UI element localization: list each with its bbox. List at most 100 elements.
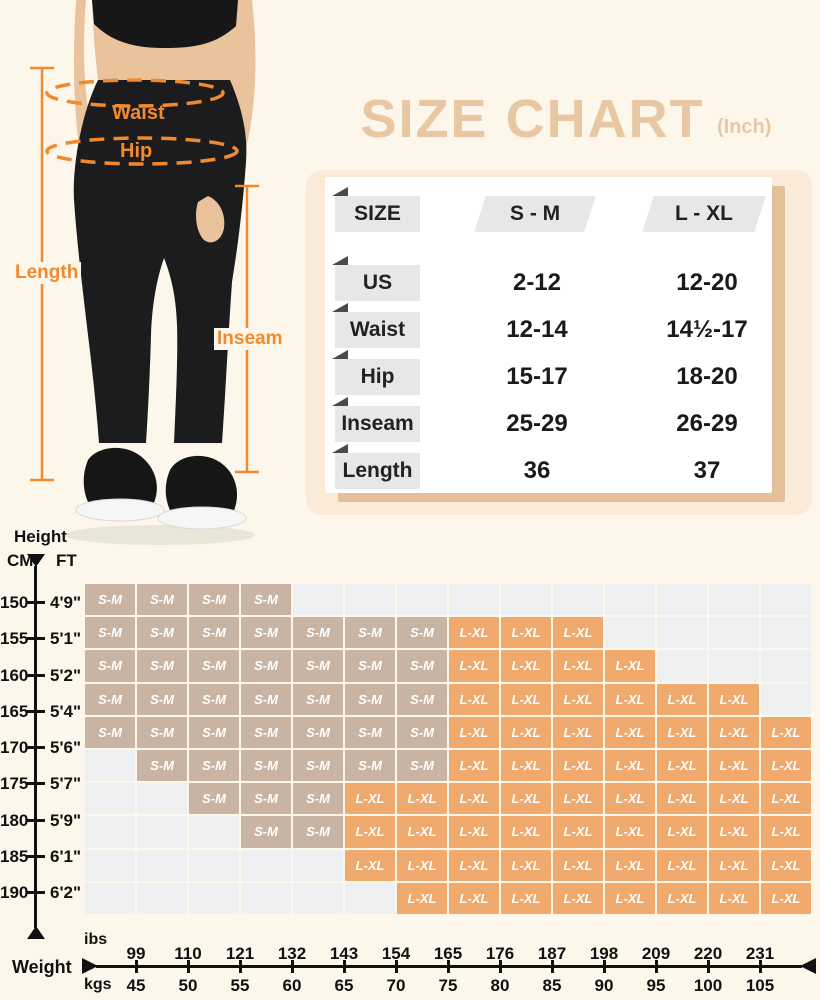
weight-unit-kgs: kgs: [84, 976, 112, 993]
fit-grid-cell: L-XL: [657, 783, 707, 815]
fit-grid-cell: L-XL: [501, 750, 551, 782]
weight-tick-lbs: 220: [693, 944, 723, 963]
weight-tick-lbs: 143: [329, 944, 359, 963]
weight-tick-kgs: 55: [230, 976, 250, 995]
value-sm: 25-29: [506, 410, 568, 437]
value-lxl: 18-20: [676, 363, 738, 390]
corner-notch-icon: [332, 303, 348, 312]
row-label-cell: Inseam: [332, 397, 420, 442]
fit-grid-cell: S-M: [137, 683, 187, 715]
waist-ellipse: [45, 78, 225, 108]
fit-grid-cell: [553, 584, 603, 616]
size-table-card: SIZE S - M L - XL US 2-12 12-20 Waist 12…: [325, 177, 772, 493]
fit-grid-cell: L-XL: [553, 783, 603, 815]
fit-grid-cell: L-XL: [709, 849, 759, 881]
fit-grid-cell: L-XL: [345, 816, 395, 848]
value-lxl: 37: [693, 457, 721, 484]
fit-grid-cell: L-XL: [501, 716, 551, 748]
fit-grid-cell: S-M: [397, 617, 447, 649]
fit-grid-cell: [137, 783, 187, 815]
fit-grid-cell: S-M: [241, 650, 291, 682]
height-axis-arrow-bottom-icon: [27, 926, 45, 939]
left-shoe: [83, 447, 157, 510]
weight-tick-kgs: 45: [126, 976, 146, 995]
fit-grid-cell: L-XL: [761, 882, 811, 914]
fit-grid-cell: S-M: [345, 617, 395, 649]
weight-tick-lbs: 99: [126, 944, 146, 963]
weight-tick-mark: [499, 960, 502, 973]
weight-tick-lbs: 110: [174, 944, 202, 963]
fit-grid-cell: [189, 882, 239, 914]
fit-grid-cell: L-XL: [449, 683, 499, 715]
fit-grid-cell: [85, 849, 135, 881]
weight-unit-lbs: ibs: [84, 931, 108, 948]
fit-grid-cell: L-XL: [449, 617, 499, 649]
fit-grid-cell: S-M: [137, 750, 187, 782]
column-header-lxl: L - XL: [642, 196, 766, 232]
fit-grid-cell: S-M: [189, 750, 239, 782]
fit-grid-cell: [293, 882, 343, 914]
fit-grid-cell: L-XL: [501, 816, 551, 848]
fit-grid-cell: S-M: [241, 617, 291, 649]
corner-notch-icon: [332, 444, 348, 453]
fit-grid-cell: [189, 849, 239, 881]
weight-tick-kgs: 95: [646, 976, 666, 995]
corner-notch-icon: [332, 397, 348, 406]
fit-grid-cell: L-XL: [345, 783, 395, 815]
fit-grid-cell: L-XL: [553, 849, 603, 881]
fit-grid-cell: L-XL: [449, 882, 499, 914]
fit-grid-cell: [605, 584, 655, 616]
fit-grid-cell: L-XL: [449, 716, 499, 748]
fit-grid-cell: [85, 816, 135, 848]
fit-grid-cell: [397, 584, 447, 616]
model-photo: Waist Hip Length Inseam: [0, 0, 330, 560]
fit-grid-cell: S-M: [293, 617, 343, 649]
value-lxl: 26-29: [676, 410, 738, 437]
weight-tick-mark: [759, 960, 762, 973]
fit-grid-cell: L-XL: [657, 882, 707, 914]
weight-tick-mark: [135, 960, 138, 973]
weight-tick-kgs: 100: [693, 976, 723, 995]
fit-grid-cell: L-XL: [397, 849, 447, 881]
fit-grid-cell: S-M: [137, 584, 187, 616]
fit-grid-cell: L-XL: [397, 783, 447, 815]
fit-grid-cell: [137, 882, 187, 914]
title-row: SIZE CHART (Inch): [320, 88, 812, 150]
fit-grid-cell: S-M: [397, 716, 447, 748]
fit-grid-cell: S-M: [241, 783, 291, 815]
size-table-panel: SIZE S - M L - XL US 2-12 12-20 Waist 12…: [306, 170, 812, 515]
fit-grid-cell: L-XL: [553, 683, 603, 715]
fit-grid-cell: S-M: [293, 650, 343, 682]
fit-grid-cell: [605, 617, 655, 649]
fit-grid-cell: [761, 650, 811, 682]
fit-grid-cell: [657, 617, 707, 649]
fit-grid-cell: [709, 617, 759, 649]
fit-grid-cell: [657, 584, 707, 616]
weight-tick-kgs: 70: [386, 976, 406, 995]
weight-tick-mark: [447, 960, 450, 973]
fit-grid-cell: S-M: [397, 650, 447, 682]
fit-grid-cell: L-XL: [501, 617, 551, 649]
fit-grid-cell: L-XL: [553, 816, 603, 848]
floor-shadow: [65, 525, 255, 545]
weight-tick-mark: [603, 960, 606, 973]
fit-grid-cell: S-M: [85, 716, 135, 748]
value-sm: 12-14: [506, 316, 568, 343]
fit-grid-cell: L-XL: [761, 849, 811, 881]
fit-grid-cell: L-XL: [605, 650, 655, 682]
fit-grid-cell: L-XL: [553, 716, 603, 748]
title-unit: (Inch): [717, 116, 772, 138]
length-label: Length: [12, 262, 82, 284]
fit-grid-cell: L-XL: [501, 882, 551, 914]
fit-grid-cell: L-XL: [449, 750, 499, 782]
fit-grid-cell: S-M: [189, 683, 239, 715]
weight-tick-kgs: 65: [334, 976, 354, 995]
fit-grid-cell: L-XL: [553, 617, 603, 649]
fit-grid-cell: L-XL: [657, 716, 707, 748]
fit-grid-cell: S-M: [293, 816, 343, 848]
fit-grid-cell: S-M: [85, 584, 135, 616]
fit-grid-cell: S-M: [293, 750, 343, 782]
left-sole: [75, 498, 165, 522]
hip-label: Hip: [120, 140, 153, 162]
fit-grid-cell: L-XL: [501, 783, 551, 815]
